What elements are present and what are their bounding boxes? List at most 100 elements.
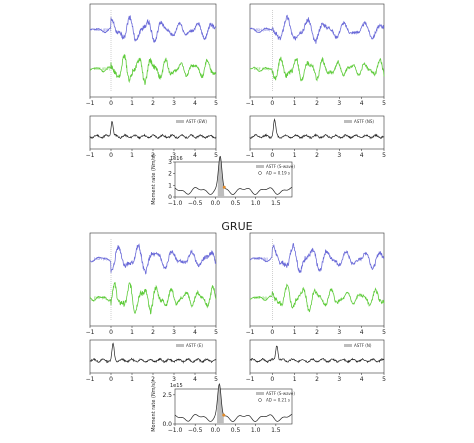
top-astf-left: ASTF (EW) −1 0 1 2 3 4 5: [86, 115, 218, 159]
x-tick-label: −1: [86, 100, 95, 107]
x-tick-label: 3: [172, 376, 176, 383]
x-tick-label: 4: [193, 152, 197, 159]
series-label: MSH (NS): [254, 28, 271, 32]
x-tick-label: −1: [246, 329, 255, 336]
y-tick-label: 0: [168, 194, 172, 201]
legend-swatch: [256, 392, 264, 395]
x-tick-label: 3: [337, 376, 341, 383]
y-tick-label: 0.0: [162, 421, 172, 428]
x-tick-label: 1.0: [251, 427, 261, 434]
x-tick-label: 0.5: [231, 200, 241, 207]
x-tick-label: 3: [337, 329, 341, 336]
axes-frame: [174, 388, 293, 425]
x-tick-label: 4: [360, 152, 364, 159]
x-tick-label: 4: [193, 329, 197, 336]
x-tick-label: 3: [172, 152, 176, 159]
duration-marker: [222, 413, 226, 417]
x-tick-label: 2: [151, 329, 155, 336]
x-tick-label: 0: [270, 376, 274, 383]
x-tick-label: 1: [130, 329, 134, 336]
x-tick-label: −1.0: [168, 427, 183, 434]
series-label: EGF (N): [254, 296, 268, 300]
legend-label: ASTF (S-wave): [266, 164, 295, 169]
x-tick-label: 0: [109, 152, 113, 159]
series-line: [249, 283, 385, 313]
astf-area: [217, 156, 225, 197]
station-title: GRUE: [221, 220, 252, 233]
legend-swatch: [344, 120, 352, 123]
moment-rate-line: [174, 383, 293, 422]
legend-label: ASTF (NS): [354, 119, 374, 124]
legend-marker: [258, 171, 262, 175]
legend-marker: [258, 398, 262, 402]
x-tick-label: 4: [360, 376, 364, 383]
astf-area: [216, 384, 224, 424]
axes-frame: [89, 3, 217, 98]
series-label: EGF (E): [94, 296, 107, 300]
legend-label: AD = 0.21 s: [266, 398, 290, 403]
x-tick-label: 5: [382, 152, 386, 159]
y-tick-label: 2: [168, 171, 172, 178]
x-tick-label: 5: [214, 376, 218, 383]
x-tick-label: 0: [270, 329, 274, 336]
x-tick-label: 1: [130, 100, 134, 107]
legend-swatch: [256, 165, 264, 168]
x-tick-label: 2: [151, 152, 155, 159]
bottom-astf-left: ASTF (E) −1 0 1 2 3 4 5: [86, 339, 218, 383]
x-tick-label: −1.0: [168, 200, 183, 207]
x-tick-label: 2: [315, 329, 319, 336]
series-label: MSH (N): [254, 257, 269, 261]
x-tick-label: 1: [293, 376, 297, 383]
legend-label: ASTF (EW): [186, 119, 207, 124]
x-tick-label: 0: [109, 100, 113, 107]
series-line: [89, 15, 217, 44]
x-tick-label: 1: [293, 100, 297, 107]
x-tick-label: 0: [270, 100, 274, 107]
x-tick-label: 5: [382, 329, 386, 336]
series-line: [249, 243, 385, 274]
y-axis-label: Moment rate (Nm/s): [151, 381, 157, 432]
x-tick-label: −1: [86, 152, 95, 159]
y-tick-label: 3: [168, 159, 172, 166]
x-tick-label: 0.0: [211, 200, 221, 207]
x-tick-label: 3: [337, 100, 341, 107]
y-axis-label: Moment rate (Nm/s): [151, 154, 157, 205]
duration-marker: [222, 185, 226, 189]
series-line: [249, 56, 385, 82]
series-label: MSH (E): [94, 257, 108, 261]
legend-label: ASTF (E): [186, 343, 203, 348]
x-tick-label: 5: [382, 376, 386, 383]
x-tick-label: −1: [246, 100, 255, 107]
x-tick-label: 4: [193, 376, 197, 383]
bottom-waveforms-right: MSH (N) EGF (N) −1 0 1 2 3 4 5: [246, 232, 386, 336]
x-tick-label: 1.5: [271, 427, 281, 434]
top-waveforms-right: MSH (NS) EGF (NS) −1 0 1 2 3 4 5: [246, 3, 386, 107]
legend-label: ASTF (N): [354, 343, 372, 348]
legend-swatch: [176, 344, 184, 347]
x-tick-label: 0: [109, 329, 113, 336]
moment-rate-line: [174, 155, 293, 195]
axes-frame: [249, 3, 385, 98]
x-tick-label: 2: [315, 376, 319, 383]
x-tick-label: 4: [193, 100, 197, 107]
top-astf-right: ASTF (NS) −1 0 1 2 3 4 5: [246, 115, 386, 159]
x-tick-label: 1: [293, 152, 297, 159]
x-tick-label: 1: [293, 329, 297, 336]
x-tick-label: 1.0: [251, 200, 261, 207]
series-label: MSH (EW): [94, 28, 112, 32]
astf-line: [89, 120, 217, 140]
x-tick-label: 5: [214, 329, 218, 336]
axes-frame: [249, 232, 385, 327]
series-line: [89, 281, 217, 315]
series-line: [89, 243, 217, 275]
astf-line: [249, 345, 385, 364]
top-waveforms-left: MSH (EW) EGF (EW) −1 0 1 2 3 4 5: [86, 3, 218, 107]
x-tick-label: −1: [246, 376, 255, 383]
series-line: [249, 14, 385, 44]
x-tick-label: −0.5: [188, 427, 203, 434]
y-tick-label: 1: [168, 182, 172, 189]
x-tick-label: 1: [130, 376, 134, 383]
legend-label: AD = 0.19 s: [266, 171, 290, 176]
